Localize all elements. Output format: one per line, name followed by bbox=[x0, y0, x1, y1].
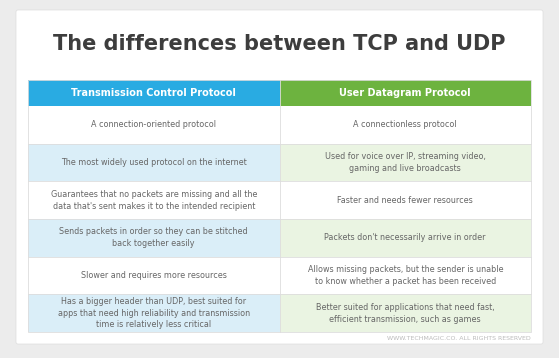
Bar bbox=[280, 294, 531, 332]
Text: Used for voice over IP, streaming video,
gaming and live broadcasts: Used for voice over IP, streaming video,… bbox=[325, 152, 486, 173]
Text: A connection-oriented protocol: A connection-oriented protocol bbox=[91, 120, 216, 129]
Text: Has a bigger header than UDP, best suited for
apps that need high reliability an: Has a bigger header than UDP, best suite… bbox=[58, 297, 250, 329]
Bar bbox=[28, 80, 280, 106]
Text: User Datagram Protocol: User Datagram Protocol bbox=[339, 88, 471, 98]
Text: The most widely used protocol on the internet: The most widely used protocol on the int… bbox=[61, 158, 247, 167]
Text: Allows missing packets, but the sender is unable
to know whether a packet has be: Allows missing packets, but the sender i… bbox=[307, 265, 503, 286]
Bar bbox=[280, 219, 531, 257]
FancyBboxPatch shape bbox=[16, 10, 543, 344]
Text: Sends packets in order so they can be stitched
back together easily: Sends packets in order so they can be st… bbox=[59, 227, 248, 248]
Bar bbox=[28, 294, 280, 332]
Bar bbox=[280, 144, 531, 182]
Bar bbox=[28, 80, 531, 332]
Text: Guarantees that no packets are missing and all the
data that's sent makes it to : Guarantees that no packets are missing a… bbox=[50, 190, 257, 211]
Text: Better suited for applications that need fast,
efficient transmission, such as g: Better suited for applications that need… bbox=[316, 303, 495, 324]
Text: Transmission Control Protocol: Transmission Control Protocol bbox=[72, 88, 236, 98]
Text: Faster and needs fewer resources: Faster and needs fewer resources bbox=[338, 196, 473, 205]
Text: Packets don't necessarily arrive in order: Packets don't necessarily arrive in orde… bbox=[325, 233, 486, 242]
Text: The differences between TCP and UDP: The differences between TCP and UDP bbox=[53, 34, 506, 54]
Text: WWW.TECHMAGIC.CO. ALL RIGHTS RESERVED: WWW.TECHMAGIC.CO. ALL RIGHTS RESERVED bbox=[387, 337, 531, 342]
Text: Slower and requires more resources: Slower and requires more resources bbox=[81, 271, 227, 280]
Bar bbox=[28, 219, 280, 257]
Text: A connectionless protocol: A connectionless protocol bbox=[353, 120, 457, 129]
Bar bbox=[28, 144, 280, 182]
Bar bbox=[280, 80, 531, 106]
